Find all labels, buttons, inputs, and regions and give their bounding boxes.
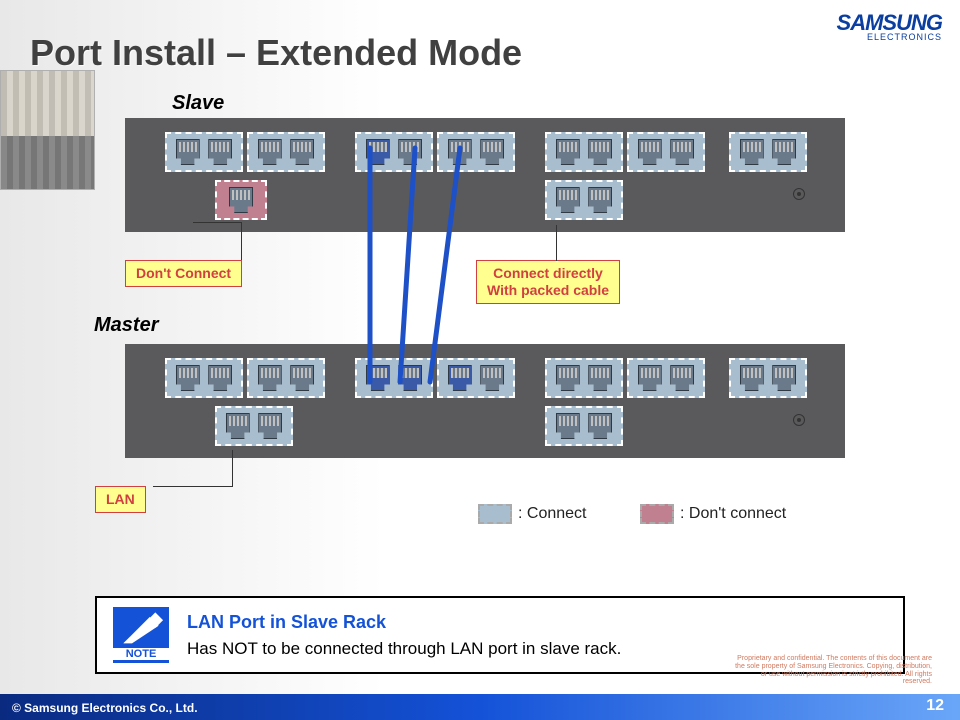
fine-print: Proprietary and confidential. The conten… — [732, 655, 932, 686]
rj45-port — [480, 139, 504, 165]
legend-connect: : Connect — [478, 504, 586, 524]
rj45-port — [258, 365, 282, 391]
port-group — [247, 132, 325, 172]
lan-callout: LAN — [95, 486, 146, 513]
port-group — [545, 132, 623, 172]
rj45-port — [226, 413, 250, 439]
note-caption: NOTE — [113, 648, 169, 660]
rj45-port — [398, 139, 422, 165]
port-group — [729, 358, 807, 398]
port-group — [247, 358, 325, 398]
port-group — [355, 132, 433, 172]
copyright: © Samsung Electronics Co., Ltd. — [12, 701, 198, 715]
port-group — [729, 132, 807, 172]
port-group — [165, 132, 243, 172]
rj45-port — [588, 139, 612, 165]
screw-icon — [793, 414, 805, 426]
rj45-port — [556, 365, 580, 391]
port-group-deny — [215, 180, 267, 220]
rj45-port — [740, 365, 764, 391]
rj45-port — [556, 413, 580, 439]
rj45-port — [448, 365, 472, 391]
rj45-port — [772, 139, 796, 165]
rj45-port — [556, 139, 580, 165]
port-group — [545, 358, 623, 398]
brand-logo: SAMSUNG ELECTRONICS — [837, 10, 942, 42]
rj45-port — [366, 139, 390, 165]
rj45-port — [638, 139, 662, 165]
port-group — [627, 358, 705, 398]
dont-connect-callout: Don't Connect — [125, 260, 242, 287]
port-group — [545, 180, 623, 220]
slave-label: Slave — [172, 92, 224, 115]
rj45-port — [556, 187, 580, 213]
rj45-port — [176, 365, 200, 391]
legend-swatch-connect — [478, 504, 512, 524]
leader-line — [232, 450, 233, 486]
rj45-port — [176, 139, 200, 165]
port-group — [437, 358, 515, 398]
rj45-port — [208, 139, 232, 165]
leader-line — [556, 225, 557, 261]
rj45-port — [670, 139, 694, 165]
leader-line — [153, 486, 233, 487]
legend-deny: : Don't connect — [640, 504, 786, 524]
screw-icon — [793, 188, 805, 200]
decorative-hardware-image — [0, 70, 95, 190]
port-group — [355, 358, 433, 398]
port-group — [627, 132, 705, 172]
master-rack — [125, 344, 845, 458]
rj45-port — [588, 365, 612, 391]
rj45-port — [398, 365, 422, 391]
rj45-port — [208, 365, 232, 391]
rj45-port — [772, 365, 796, 391]
connect-directly-callout: Connect directly With packed cable — [476, 260, 620, 304]
legend-swatch-deny — [640, 504, 674, 524]
rj45-port — [258, 413, 282, 439]
note-body: Has NOT to be connected through LAN port… — [187, 639, 621, 659]
note-icon: NOTE — [113, 607, 169, 663]
port-group — [215, 406, 293, 446]
rj45-port — [366, 365, 390, 391]
slave-rack — [125, 118, 845, 232]
leader-line — [193, 222, 241, 223]
rj45-port — [480, 365, 504, 391]
legend-connect-text: : Connect — [518, 505, 586, 523]
rj45-port — [588, 187, 612, 213]
page-title: Port Install – Extended Mode — [30, 32, 522, 74]
rj45-port — [290, 365, 314, 391]
port-group — [437, 132, 515, 172]
note-title: LAN Port in Slave Rack — [187, 612, 621, 633]
page-number: 12 — [926, 697, 944, 715]
rj45-port — [290, 139, 314, 165]
rj45-port — [740, 139, 764, 165]
rj45-port — [258, 139, 282, 165]
master-label: Master — [94, 314, 158, 337]
port-group — [545, 406, 623, 446]
legend-deny-text: : Don't connect — [680, 505, 786, 523]
rj45-port — [229, 187, 253, 213]
port-group — [165, 358, 243, 398]
rj45-port — [638, 365, 662, 391]
leader-line — [241, 222, 242, 260]
rj45-port — [588, 413, 612, 439]
rj45-port — [670, 365, 694, 391]
rj45-port — [448, 139, 472, 165]
